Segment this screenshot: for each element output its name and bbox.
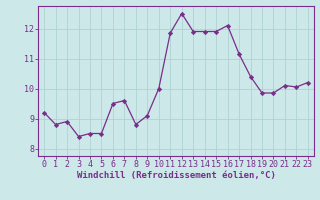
X-axis label: Windchill (Refroidissement éolien,°C): Windchill (Refroidissement éolien,°C) xyxy=(76,171,276,180)
